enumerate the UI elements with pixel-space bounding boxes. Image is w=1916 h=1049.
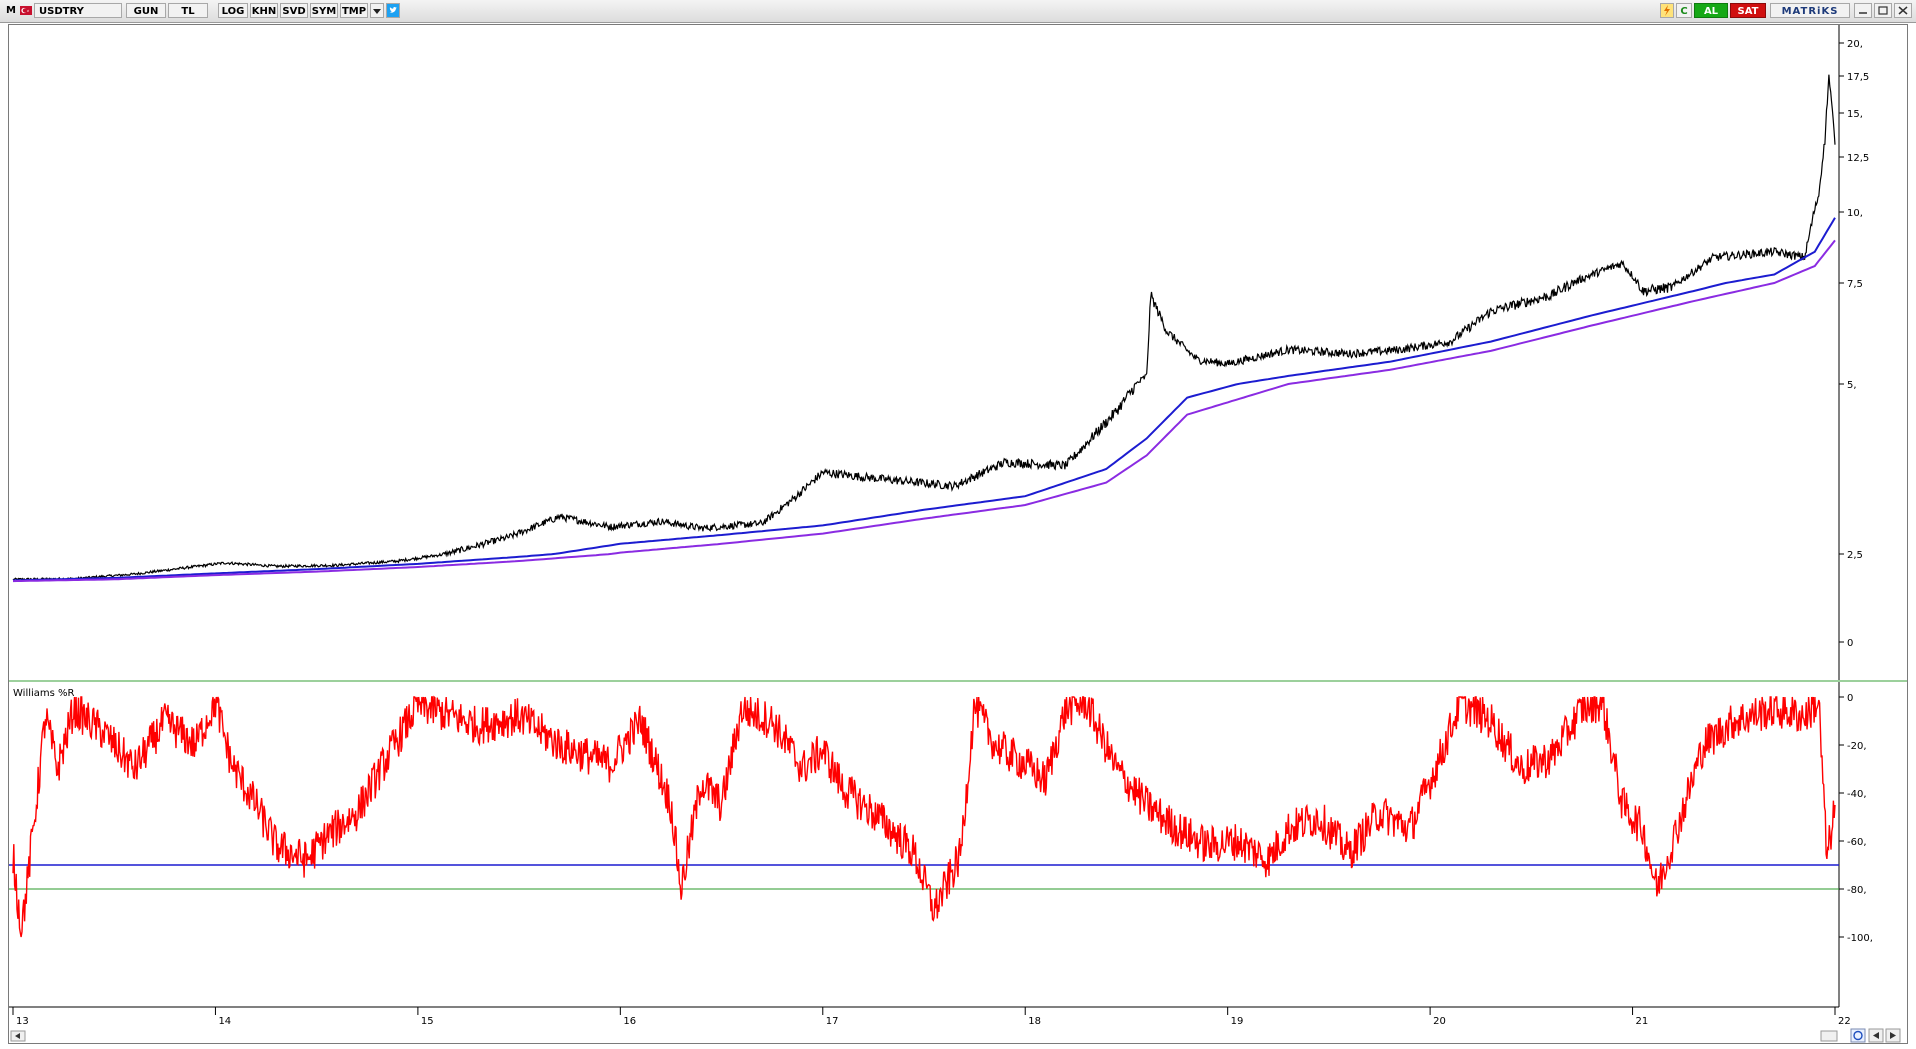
x-tick-label: 21 [1636,1016,1649,1027]
x-tick-label: 17 [826,1016,839,1027]
x-tick-label: 20 [1433,1016,1446,1027]
wr-y-tick-label: -40, [1847,789,1867,800]
sell-button[interactable]: SAT [1730,3,1766,18]
tmp-button[interactable]: TMP [340,3,368,18]
svd-button[interactable]: SVD [280,3,308,18]
wr-y-tick-label: 0 [1847,693,1853,704]
x-tick-label: 22 [1838,1016,1851,1027]
flag-icon [19,3,33,18]
minimize-icon[interactable] [1854,3,1872,18]
close-icon[interactable] [1894,3,1912,18]
matriks-brand: MATRiKS [1770,3,1850,18]
price-y-tick-label: 10, [1847,208,1863,219]
currency-button-tl[interactable]: TL [168,3,208,18]
wr-y-tick-label: -100, [1847,933,1873,944]
lightning-icon[interactable] [1660,3,1674,18]
buy-button[interactable]: AL [1694,3,1728,18]
sync-icon[interactable] [854,25,1866,1043]
price-y-tick-label: 15, [1847,109,1863,120]
c-button[interactable]: C [1676,3,1692,18]
sym-button[interactable]: SYM [310,3,338,18]
price-series-line-2 [12,239,1836,583]
price-y-tick-label: 2,5 [1847,550,1863,561]
indicator-title: Williams %R [13,688,75,699]
dropdown-icon[interactable] [370,3,384,18]
matriks-m-logo: M [6,5,16,16]
scroll-left-icon[interactable] [1868,1028,1884,1043]
x-tick-label: 19 [1231,1016,1244,1027]
maximize-icon[interactable] [1874,3,1892,18]
chart-canvas[interactable]: 20, 17,5 15, 12,5 10, 7,5 5, 2,5 0 Williams %R 0… [9,25,1907,1043]
scroll-left-button[interactable] [10,1030,26,1042]
price-y-tick-label: 5, [1847,380,1857,391]
price-panel: 20, 17,5 15, 12,5 10, 7,5 5, 2,5 0 [9,25,1869,680]
chart-toolbar: M USDTRY GUN TL LOG KHN SVD SYM TMP C AL… [0,0,1916,23]
price-series-line-0 [12,74,1836,582]
x-tick-label: 15 [421,1016,434,1027]
williams-r-series-group [12,695,1836,938]
scroll-right-icon[interactable] [1885,1028,1901,1043]
symbol-field[interactable]: USDTRY [34,3,122,18]
chart-frame: 20, 17,5 15, 12,5 10, 7,5 5, 2,5 0 Williams %R 0… [8,24,1908,1044]
khn-button[interactable]: KHN [250,3,278,18]
period-button-gun[interactable]: GUN [126,3,166,18]
williams-r-y-axis: 0 -20, -40, -60, -80, -100, [1839,693,1873,944]
x-tick-label: 18 [1028,1016,1041,1027]
wr-y-tick-label: -20, [1847,741,1867,752]
scroll-handle[interactable] [1820,1030,1838,1042]
x-tick-label: 14 [218,1016,231,1027]
twitter-icon[interactable] [386,3,400,18]
price-y-tick-label: 7,5 [1847,279,1863,290]
price-y-tick-label: 20, [1847,39,1863,50]
log-button[interactable]: LOG [218,3,248,18]
williams-r-panel: Williams %R 0 -20, -40, -60, -80, -100, [9,682,1873,1007]
price-y-axis: 20, 17,5 15, 12,5 10, 7,5 5, 2,5 0 [1839,39,1869,649]
price-y-tick-label: 0 [1847,638,1853,649]
x-axis: 13 14 15 16 17 18 19 20 21 22 [9,1006,1851,1027]
x-tick-label: 13 [16,1016,29,1027]
wr-y-tick-label: -80, [1847,885,1867,896]
price-series-line-1 [12,217,1836,582]
wr-y-tick-label: -60, [1847,837,1867,848]
price-series-group [12,74,1836,583]
williams-r-line-0 [12,695,1836,938]
price-y-tick-label: 12,5 [1847,153,1869,164]
x-tick-label: 16 [623,1016,636,1027]
price-y-tick-label: 17,5 [1847,72,1869,83]
